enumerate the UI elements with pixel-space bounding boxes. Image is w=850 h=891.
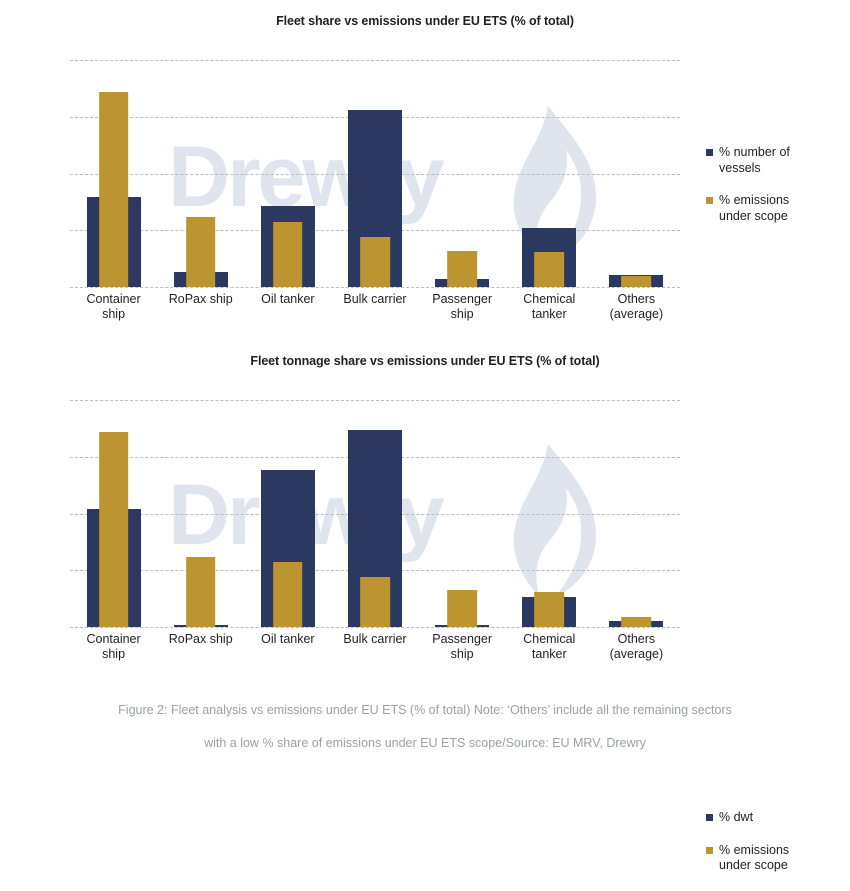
x-axis-label-line: RoPax ship	[168, 632, 233, 646]
bar-gold	[273, 561, 303, 627]
x-axis-label-line: ship	[450, 647, 474, 661]
x-axis-label: Bulk carrier	[331, 292, 418, 322]
x-axis-label-line: Oil tanker	[261, 632, 315, 646]
caption-line-1: Figure 2: Fleet analysis vs emissions un…	[118, 703, 732, 717]
caption-line-2: with a low % share of emissions under EU…	[204, 736, 646, 750]
bar-group	[244, 60, 331, 287]
x-axis-label: Bulk carrier	[331, 632, 418, 662]
legend-item-dwt: % dwt	[706, 810, 850, 826]
x-axis-label-line: ship	[102, 307, 126, 321]
x-axis-label-line: Passenger	[432, 292, 493, 306]
legend-item-emissions-under-scope: % emissions under scope	[706, 193, 850, 224]
bar-gold	[534, 251, 565, 287]
bar-group	[506, 60, 593, 287]
legend-label-line2: under scope	[719, 208, 788, 223]
legend-fleet-share: % number of vessels % emissions under sc…	[706, 145, 850, 241]
x-axis-label-line: Container	[86, 632, 141, 646]
legend-swatch-navy-icon	[706, 149, 713, 156]
legend-fleet-tonnage-share: % dwt % emissions under scope	[706, 810, 850, 891]
plot-area-fleet-tonnage-share: 40% 30% 20% 10% 0%	[70, 400, 680, 628]
x-axis-label-line: Oil tanker	[261, 292, 315, 306]
legend-item-emissions-under-scope: % emissions under scope	[706, 843, 850, 874]
legend-label-line1: % number of	[719, 145, 790, 159]
bar-group	[506, 400, 593, 627]
bar-gold	[621, 275, 652, 287]
x-axis-label: Container ship	[70, 292, 157, 322]
legend-label-line2: under scope	[719, 858, 788, 872]
x-axis-label: RoPax ship	[157, 292, 244, 322]
x-axis-labels-fleet-tonnage-share: Container ship RoPax ship Oil tanker Bulk ca…	[70, 632, 680, 662]
plot-area-fleet-share: 40% 30% 20% 10% 0%	[70, 60, 680, 288]
x-axis-label: Others (average)	[593, 292, 680, 322]
bar-group	[593, 400, 680, 627]
bar-group	[331, 400, 418, 627]
figure-fleet-analysis: Fleet share vs emissions under EU ETS (%…	[0, 0, 850, 872]
x-axis-label-line: Container	[86, 292, 141, 306]
x-axis-label-line: tanker	[531, 307, 567, 321]
x-axis-label-line: Others	[617, 632, 656, 646]
bar-gold	[185, 217, 216, 287]
x-axis-label: Passenger ship	[419, 292, 506, 322]
bar-gold	[360, 577, 390, 627]
legend-item-number-of-vessels: % number of vessels	[706, 145, 850, 176]
gridline-40	[70, 60, 680, 61]
bar-gold	[98, 431, 129, 627]
legend-swatch-navy-icon	[706, 814, 713, 821]
x-axis-label: Chemical tanker	[506, 632, 593, 662]
bar-gold	[273, 221, 303, 287]
bar-groups-fleet-share	[70, 60, 680, 287]
bar-group	[70, 400, 157, 627]
bar-group	[157, 60, 244, 287]
gridline-0	[70, 627, 680, 628]
x-axis-label-line: Bulk carrier	[343, 632, 407, 646]
chart-title-fleet-share: Fleet share vs emissions under EU ETS (%…	[276, 14, 574, 28]
bar-gold	[360, 237, 390, 287]
bar-gold	[447, 590, 477, 627]
chart-panel-fleet-share: Fleet share vs emissions under EU ETS (%…	[0, 0, 850, 340]
x-axis-label: Passenger ship	[419, 632, 506, 662]
bar-group	[157, 400, 244, 627]
x-axis-label: RoPax ship	[157, 632, 244, 662]
x-axis-label-line: tanker	[531, 647, 567, 661]
legend-swatch-gold-icon	[706, 846, 713, 854]
x-axis-label-line: (average)	[609, 307, 664, 321]
bar-gold	[447, 250, 477, 287]
x-axis-label: Oil tanker	[244, 632, 331, 662]
x-axis-label-line: ship	[102, 647, 126, 661]
x-axis-label-line: Bulk carrier	[343, 292, 407, 306]
figure-caption: Figure 2: Fleet analysis vs emissions un…	[25, 694, 825, 760]
bar-group	[244, 400, 331, 627]
x-axis-label: Others (average)	[593, 632, 680, 662]
x-axis-label-line: ship	[450, 307, 474, 321]
x-axis-label-line: Passenger	[432, 632, 493, 646]
legend-label-line1: % emissions	[719, 193, 790, 207]
x-axis-label-line: Others	[617, 292, 656, 306]
x-axis-label-line: (average)	[609, 647, 664, 661]
gridline-0	[70, 287, 680, 288]
chart-title-fleet-tonnage-share: Fleet tonnage share vs emissions under E…	[250, 354, 600, 368]
chart-panel-fleet-tonnage-share: Fleet tonnage share vs emissions under E…	[0, 340, 850, 872]
x-axis-label: Container ship	[70, 632, 157, 662]
x-axis-label: Chemical tanker	[506, 292, 593, 322]
bar-gold	[534, 592, 565, 627]
bar-gold	[185, 557, 216, 627]
legend-swatch-gold-icon	[706, 197, 713, 204]
legend-label-line1: % emissions	[719, 842, 790, 857]
legend-label-line1: % dwt	[719, 810, 754, 824]
x-axis-label-line: Chemical	[523, 292, 576, 306]
bar-group	[331, 60, 418, 287]
bar-gold	[98, 91, 129, 287]
gridline-40	[70, 400, 680, 401]
x-axis-label-line: RoPax ship	[168, 292, 233, 306]
bar-group	[419, 60, 506, 287]
x-axis-label: Oil tanker	[244, 292, 331, 322]
bar-gold	[621, 616, 652, 627]
bar-group	[593, 60, 680, 287]
x-axis-label-line: Chemical	[523, 632, 576, 646]
legend-label-line2: vessels	[719, 160, 761, 175]
x-axis-labels-fleet-share: Container ship RoPax ship Oil tanker Bulk ca…	[70, 292, 680, 322]
bar-group	[70, 60, 157, 287]
bar-group	[419, 400, 506, 627]
bar-groups-fleet-tonnage-share	[70, 400, 680, 627]
